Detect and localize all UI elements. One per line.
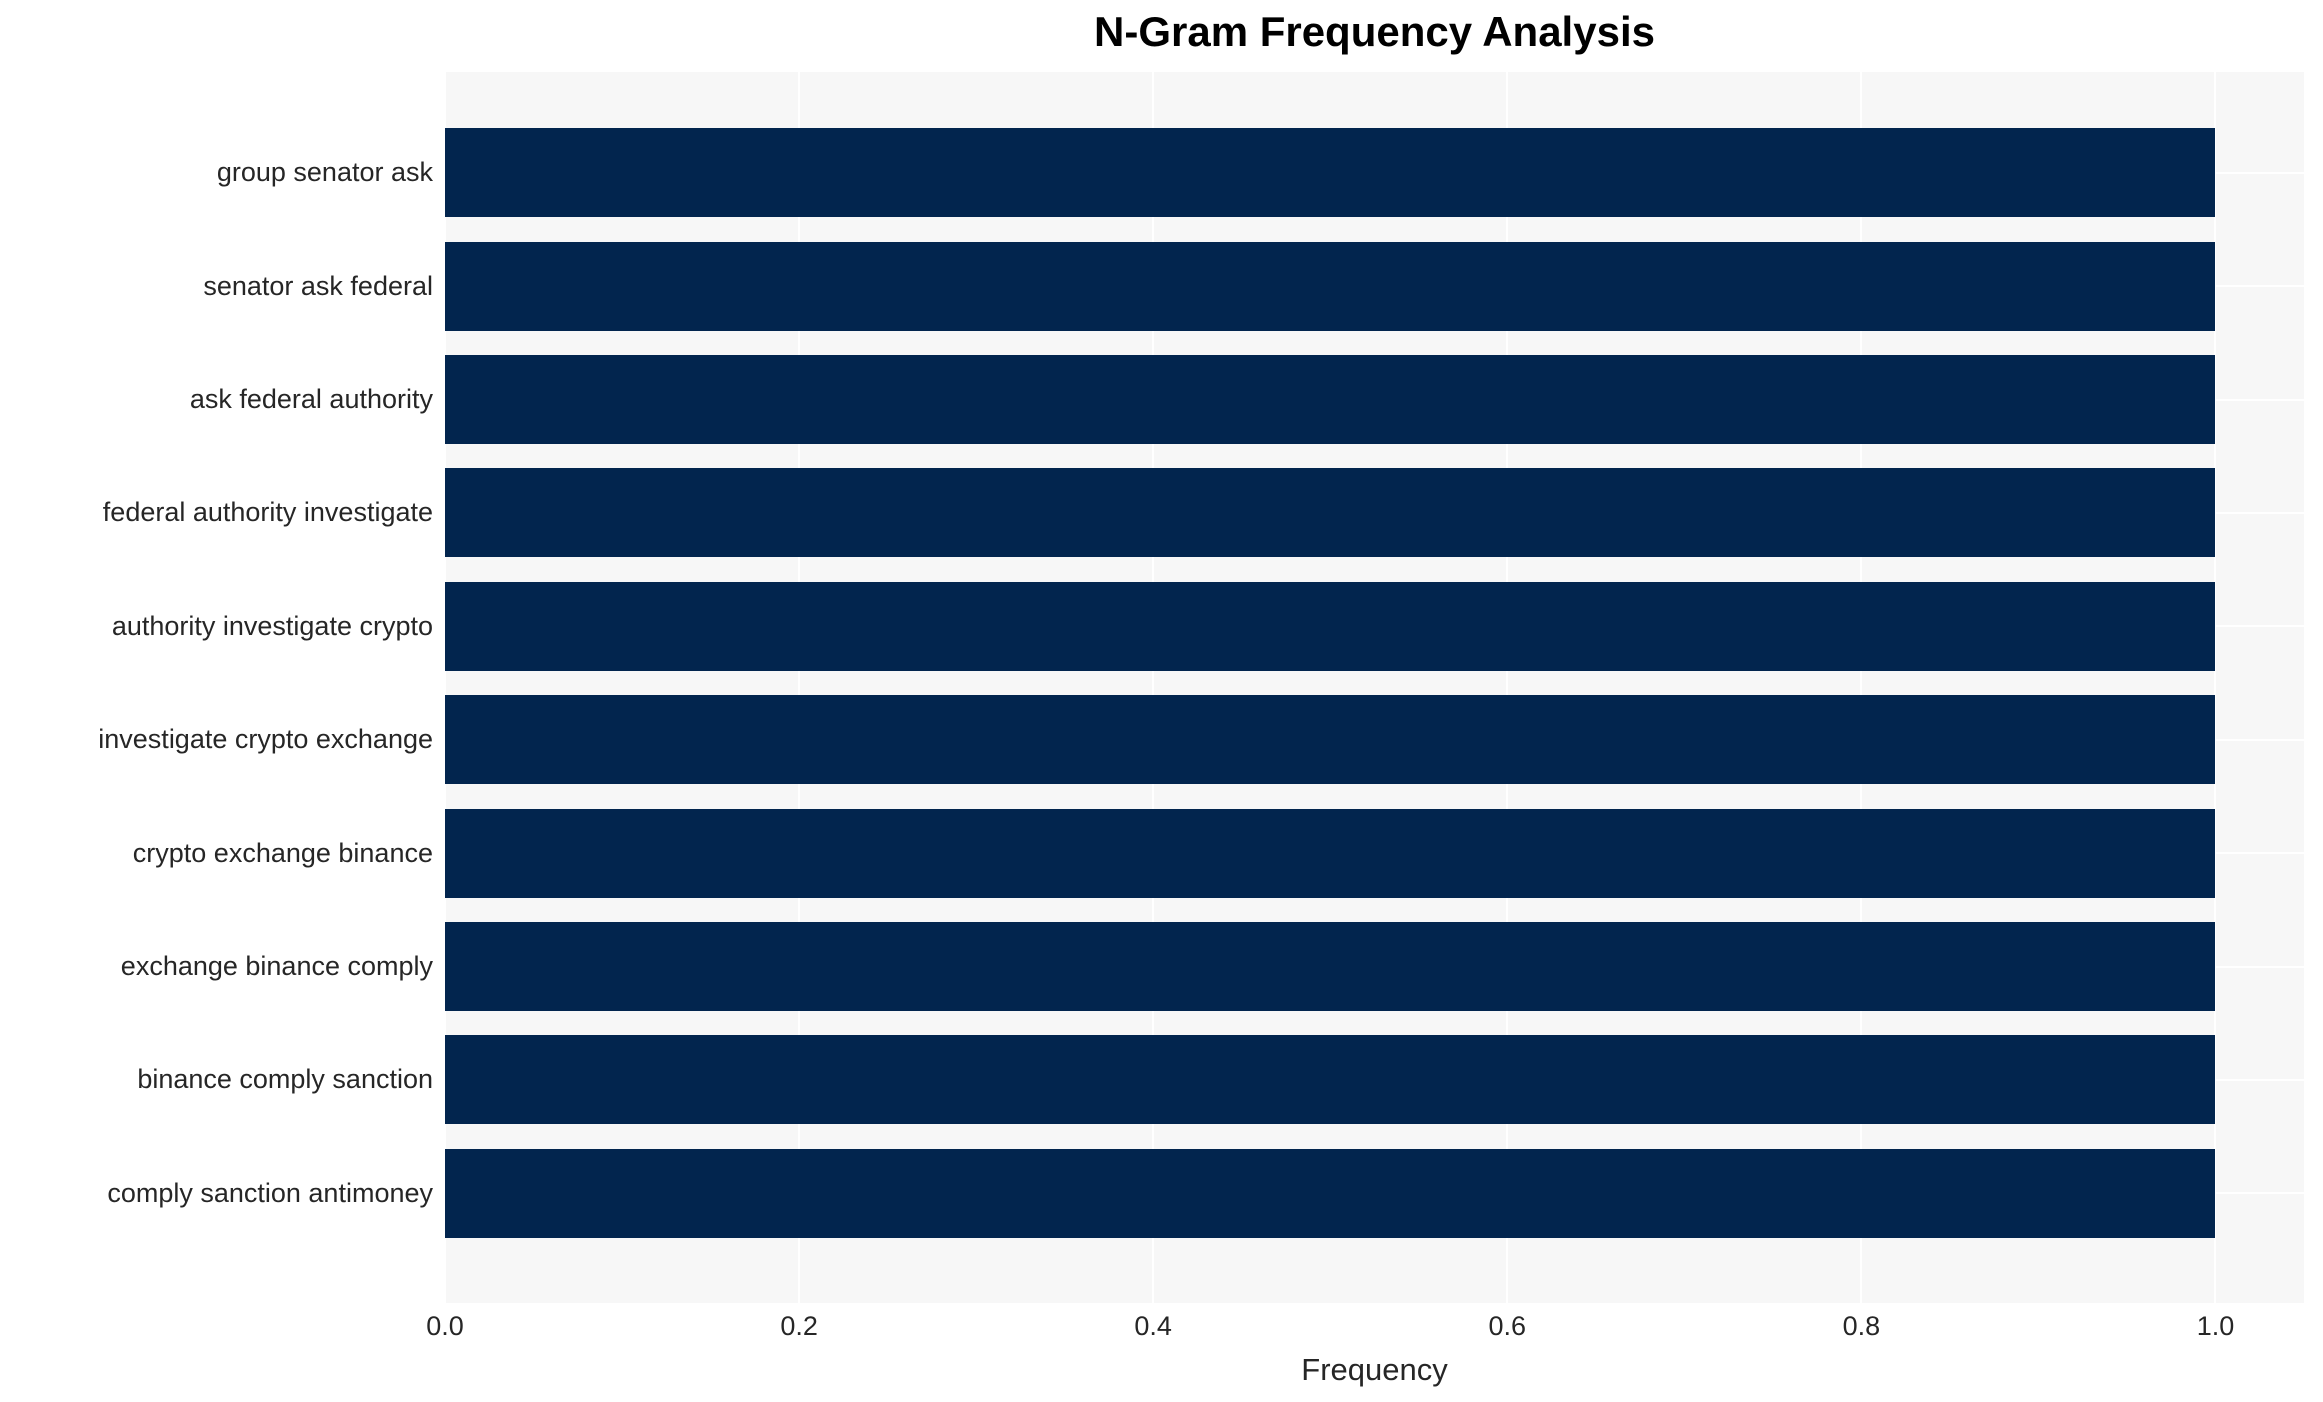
y-tick-label: comply sanction antimoney: [107, 1177, 433, 1208]
x-gridline: [1860, 72, 1863, 1303]
y-tick-label: senator ask federal: [203, 270, 433, 301]
bar-federal-authority-investigate: [445, 468, 2216, 558]
y-tick-label: investigate crypto exchange: [98, 724, 433, 755]
bar-authority-investigate-crypto: [445, 581, 2216, 671]
plot-area: [444, 72, 2304, 1303]
y-tick-label: binance comply sanction: [137, 1064, 433, 1095]
bar-exchange-binance-comply: [445, 921, 2216, 1011]
x-gridline: [1506, 72, 1509, 1303]
x-tick-label: 0.4: [1134, 1311, 1172, 1341]
x-axis-ticks: 0.0 0.2 0.4 0.6 0.8 1.0: [0, 1311, 2323, 1345]
bar-binance-comply-sanction: [445, 1035, 2216, 1125]
y-tick-label: exchange binance comply: [120, 950, 433, 981]
bar-crypto-exchange-binance: [445, 808, 2216, 898]
x-tick-label: 0.8: [1842, 1311, 1881, 1341]
y-tick-label: federal authority investigate: [102, 497, 433, 528]
x-gridline: [1152, 72, 1155, 1303]
x-axis-label: Frequency: [1301, 1352, 1448, 1387]
y-tick-label: ask federal authority: [189, 383, 433, 414]
bar-investigate-crypto-exchange: [445, 695, 2216, 785]
y-tick-label: group senator ask: [216, 157, 433, 188]
bar-comply-sanction-antimoney: [445, 1148, 2216, 1238]
bar-group-senator-ask: [445, 128, 2216, 218]
x-gridline: [2214, 72, 2217, 1303]
y-tick-label: crypto exchange binance: [132, 837, 433, 868]
x-tick-label: 0.6: [1488, 1311, 1527, 1341]
x-gridline: [798, 72, 801, 1303]
bar-senator-ask-federal: [445, 241, 2216, 331]
bar-ask-federal-authority: [445, 354, 2216, 444]
x-tick-label: 0.2: [780, 1311, 818, 1341]
x-tick-label: 1.0: [2196, 1311, 2235, 1341]
x-gridline: [444, 72, 446, 1303]
x-tick-label: 0.0: [426, 1311, 464, 1341]
y-tick-label: authority investigate crypto: [111, 610, 433, 641]
chart-title: N-Gram Frequency Analysis: [1094, 8, 1655, 55]
